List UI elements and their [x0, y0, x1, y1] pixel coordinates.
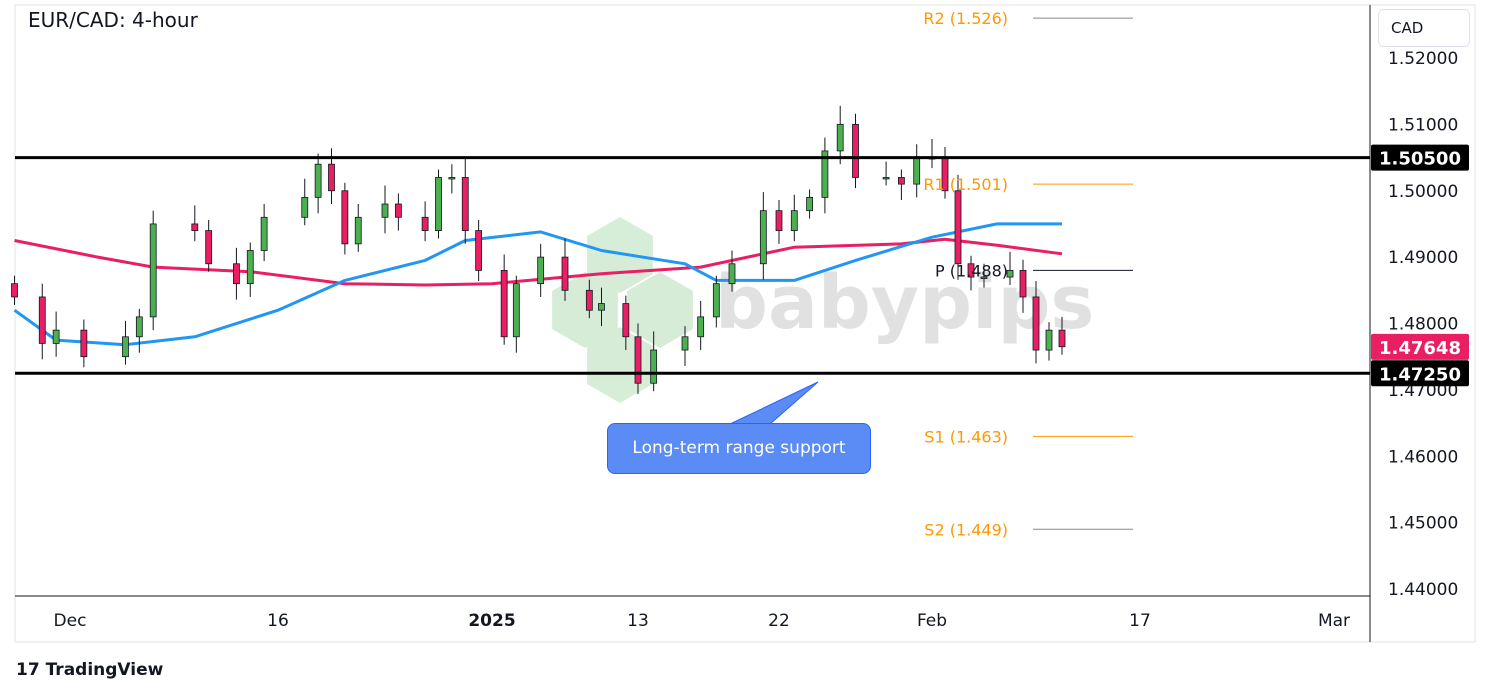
candle-up — [790, 210, 798, 231]
x-tick-label: Dec — [54, 611, 87, 631]
level-price-label: 1.50500 — [1379, 149, 1461, 170]
level-price-label: 1.47250 — [1379, 364, 1461, 385]
candle-up — [354, 216, 362, 245]
pivot-label-r1: R1 (1.501) — [923, 175, 1008, 194]
candle-up — [806, 196, 813, 212]
level-price-tag — [1371, 360, 1469, 387]
last-price-tag — [1371, 333, 1469, 360]
candle-down — [1058, 329, 1066, 348]
candle-up — [537, 256, 545, 285]
candle-up — [381, 203, 389, 218]
candle-up — [301, 196, 309, 218]
x-tick-label: 16 — [267, 611, 289, 631]
candle-up — [1006, 269, 1014, 278]
candle-down — [461, 177, 469, 231]
candle-up — [435, 177, 442, 231]
candle-down — [191, 223, 199, 231]
candle-down — [634, 336, 642, 384]
y-tick-label: 1.44000 — [1388, 580, 1458, 600]
candle-down — [1032, 296, 1040, 351]
x-tick-label: 22 — [768, 611, 790, 631]
candle-up — [512, 283, 520, 338]
ma-slow-line — [14, 237, 1063, 287]
chart-frame — [14, 4, 1476, 643]
pivot-label-p: P (1.488) — [935, 261, 1008, 280]
pivot-label-s1: S1 (1.463) — [924, 427, 1008, 446]
x-tick-label: Mar — [1318, 611, 1350, 631]
candle-up — [149, 223, 157, 318]
brand-name: TradingView — [45, 660, 164, 680]
candle-up — [728, 263, 736, 285]
candle-up — [598, 303, 605, 311]
candle-down — [232, 263, 240, 285]
x-tick-label: 2025 — [468, 611, 515, 631]
candle-up — [980, 276, 988, 279]
candle-up — [448, 177, 456, 180]
tradingview-icon: 𝟭𝟳 — [16, 660, 46, 680]
candle-down — [585, 289, 593, 311]
candle-up — [260, 216, 268, 251]
level-price-tag — [1371, 144, 1469, 171]
candle-up — [135, 316, 143, 338]
y-tick-label: 1.52000 — [1388, 49, 1458, 69]
pivot-label-r2: R2 (1.526) — [923, 9, 1008, 28]
y-tick-label: 1.49000 — [1388, 248, 1458, 268]
y-tick-label: 1.48000 — [1388, 315, 1458, 335]
last-price-label: 1.47648 — [1379, 338, 1461, 359]
x-tick-label: 17 — [1129, 611, 1151, 631]
candle-up — [246, 250, 254, 285]
candle-down — [205, 230, 213, 265]
watermark-text: babypips — [715, 260, 1094, 346]
watermark-hexagon — [627, 272, 693, 348]
y-tick-label: 1.51000 — [1388, 115, 1458, 135]
candle-down — [954, 190, 962, 265]
candle-down — [475, 230, 483, 271]
candle-down — [852, 123, 859, 178]
pivot-label-s2: S2 (1.449) — [924, 520, 1008, 539]
candle-down — [775, 210, 783, 231]
candle-up — [650, 349, 658, 384]
x-tick-label: 13 — [627, 611, 649, 631]
candle-up — [821, 150, 829, 198]
candle-up — [314, 163, 322, 198]
candle-up — [882, 177, 890, 180]
candle-down — [967, 263, 975, 278]
chart-title: EUR/CAD: 4-hour — [28, 8, 198, 32]
candle-up — [836, 123, 844, 152]
candle-up — [697, 316, 705, 338]
tradingview-logo: 𝟭𝟳 TradingView — [16, 660, 163, 680]
x-tick-label: Feb — [917, 611, 947, 631]
candle-up — [122, 336, 129, 358]
candle-down — [11, 283, 18, 298]
candle-up — [759, 210, 767, 265]
candle-down — [38, 296, 46, 344]
candle-down — [500, 269, 508, 338]
candle-down — [622, 303, 630, 338]
y-tick-label: 1.46000 — [1388, 447, 1458, 467]
candle-up — [1045, 329, 1053, 351]
candle-down — [328, 163, 335, 192]
candle-down — [341, 190, 349, 245]
y-tick-label: 1.50000 — [1388, 182, 1458, 202]
candle-up — [52, 329, 60, 344]
range-support-callout: Long-term range support — [607, 423, 871, 474]
callout-pointer — [729, 381, 819, 425]
currency-button[interactable]: CAD — [1378, 9, 1470, 47]
candle-up — [681, 336, 689, 351]
candle-up — [913, 157, 921, 185]
candle-up — [712, 283, 720, 318]
candle-down — [394, 203, 402, 218]
y-tick-label: 1.45000 — [1388, 514, 1458, 534]
candle-down — [898, 177, 905, 185]
candle-down — [561, 256, 569, 291]
candle-down — [80, 329, 88, 358]
ma-fast-line — [13, 222, 1062, 347]
candle-down — [421, 216, 429, 231]
candle-down — [1019, 269, 1027, 298]
